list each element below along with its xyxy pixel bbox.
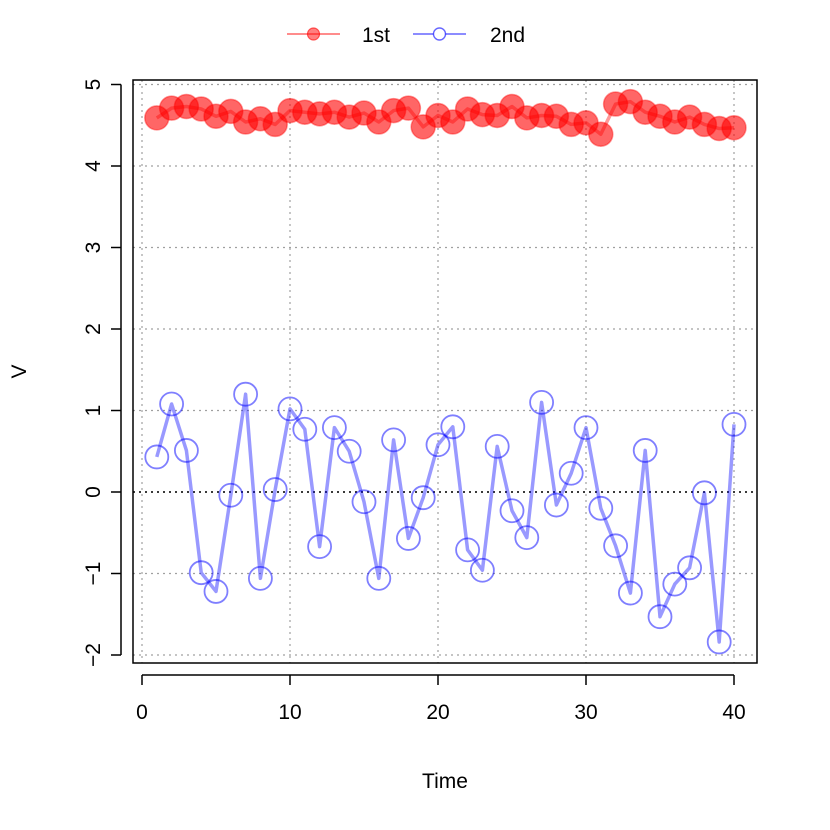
data-point xyxy=(247,565,273,591)
data-point xyxy=(544,492,569,518)
legend-item: 1st xyxy=(287,24,390,47)
y-tick-label: 5 xyxy=(82,79,105,91)
y-tick-label: 0 xyxy=(82,486,105,498)
legend: 1st 2nd xyxy=(287,24,525,47)
data-point xyxy=(440,414,466,440)
legend-marker xyxy=(432,27,447,41)
x-tick-label: 0 xyxy=(136,701,148,724)
legend-item: 2nd xyxy=(413,24,525,47)
x-axis: 0 10 20 30 40 xyxy=(136,674,746,724)
y-tick-label: 1 xyxy=(82,405,105,417)
data-point xyxy=(588,121,614,147)
x-axis-label: Time xyxy=(422,770,468,793)
data-point xyxy=(321,415,347,441)
data-point xyxy=(662,571,688,597)
data-point xyxy=(721,114,747,141)
legend-label: 2nd xyxy=(490,24,525,47)
data-point xyxy=(573,415,599,441)
y-tick-label: 2 xyxy=(82,323,105,335)
x-tick-label: 20 xyxy=(426,701,449,724)
data-point xyxy=(277,396,303,422)
data-point xyxy=(425,432,451,458)
data-point xyxy=(632,438,658,463)
data-point xyxy=(514,525,540,551)
data-point xyxy=(307,534,333,560)
data-point xyxy=(410,485,436,511)
data-point xyxy=(144,444,170,470)
data-point xyxy=(292,416,318,442)
series-2 xyxy=(144,381,747,655)
y-tick-label: 3 xyxy=(82,242,105,254)
data-point xyxy=(647,604,673,630)
data-point xyxy=(233,381,259,407)
data-point xyxy=(262,477,288,502)
data-point xyxy=(455,537,481,563)
y-axis: −2 −1 0 1 2 3 4 5 xyxy=(82,79,122,667)
y-tick-label: 4 xyxy=(82,160,105,172)
data-point xyxy=(706,629,732,655)
data-point xyxy=(529,389,554,415)
data-point xyxy=(203,579,229,604)
data-point xyxy=(618,580,643,606)
series-layer xyxy=(144,88,747,655)
data-point xyxy=(499,498,525,524)
legend-label: 1st xyxy=(362,24,390,47)
y-tick-label: −2 xyxy=(82,643,105,667)
data-point xyxy=(173,438,199,463)
data-point xyxy=(677,555,702,581)
data-point xyxy=(159,391,185,417)
series-line xyxy=(155,392,736,644)
x-tick-label: 10 xyxy=(278,701,301,724)
data-point xyxy=(484,433,510,459)
data-point xyxy=(188,560,214,586)
legend-marker xyxy=(306,27,321,41)
grid-layer xyxy=(133,80,757,663)
data-point xyxy=(395,95,422,121)
series-1 xyxy=(144,88,747,147)
data-point xyxy=(588,495,614,521)
x-tick-label: 30 xyxy=(574,701,597,724)
data-point xyxy=(381,427,407,453)
plot-frame xyxy=(132,79,758,664)
data-point xyxy=(351,489,377,515)
data-point xyxy=(218,482,244,508)
data-point xyxy=(336,438,362,464)
data-point xyxy=(603,533,628,559)
x-tick-label: 40 xyxy=(722,701,745,724)
data-point xyxy=(469,557,495,583)
data-point xyxy=(366,565,392,591)
data-point xyxy=(395,526,421,551)
data-point xyxy=(721,411,747,437)
data-point xyxy=(692,480,717,506)
y-tick-label: −1 xyxy=(82,562,105,586)
y-axis-label: V xyxy=(8,364,31,378)
data-point xyxy=(558,460,584,486)
